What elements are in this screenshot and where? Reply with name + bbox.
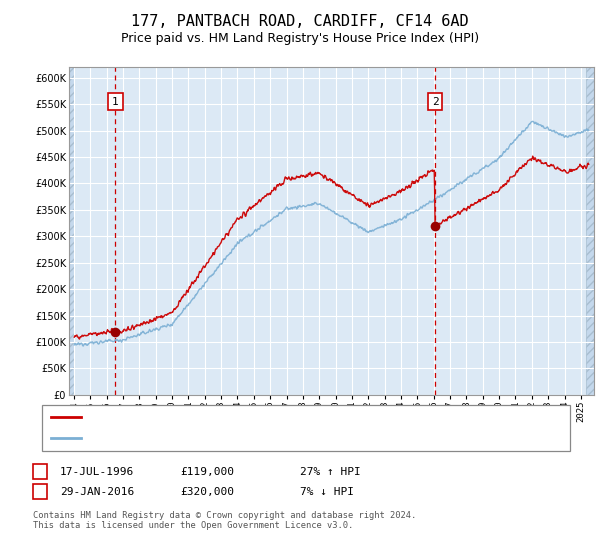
Text: Price paid vs. HM Land Registry's House Price Index (HPI): Price paid vs. HM Land Registry's House … [121, 32, 479, 45]
Text: 17-JUL-1996: 17-JUL-1996 [60, 466, 134, 477]
Text: 2: 2 [431, 96, 439, 106]
Text: 7% ↓ HPI: 7% ↓ HPI [300, 487, 354, 497]
Text: £119,000: £119,000 [180, 466, 234, 477]
Text: 1: 1 [112, 96, 119, 106]
Text: 177, PANTBACH ROAD, CARDIFF, CF14 6AD (detached house): 177, PANTBACH ROAD, CARDIFF, CF14 6AD (d… [87, 412, 425, 422]
Text: £320,000: £320,000 [180, 487, 234, 497]
Text: 2: 2 [37, 487, 44, 497]
Text: HPI: Average price, detached house, Cardiff: HPI: Average price, detached house, Card… [87, 433, 356, 444]
Text: 177, PANTBACH ROAD, CARDIFF, CF14 6AD: 177, PANTBACH ROAD, CARDIFF, CF14 6AD [131, 14, 469, 29]
Text: Contains HM Land Registry data © Crown copyright and database right 2024.
This d: Contains HM Land Registry data © Crown c… [33, 511, 416, 530]
Text: 1: 1 [37, 466, 44, 477]
Text: 27% ↑ HPI: 27% ↑ HPI [300, 466, 361, 477]
Text: 29-JAN-2016: 29-JAN-2016 [60, 487, 134, 497]
